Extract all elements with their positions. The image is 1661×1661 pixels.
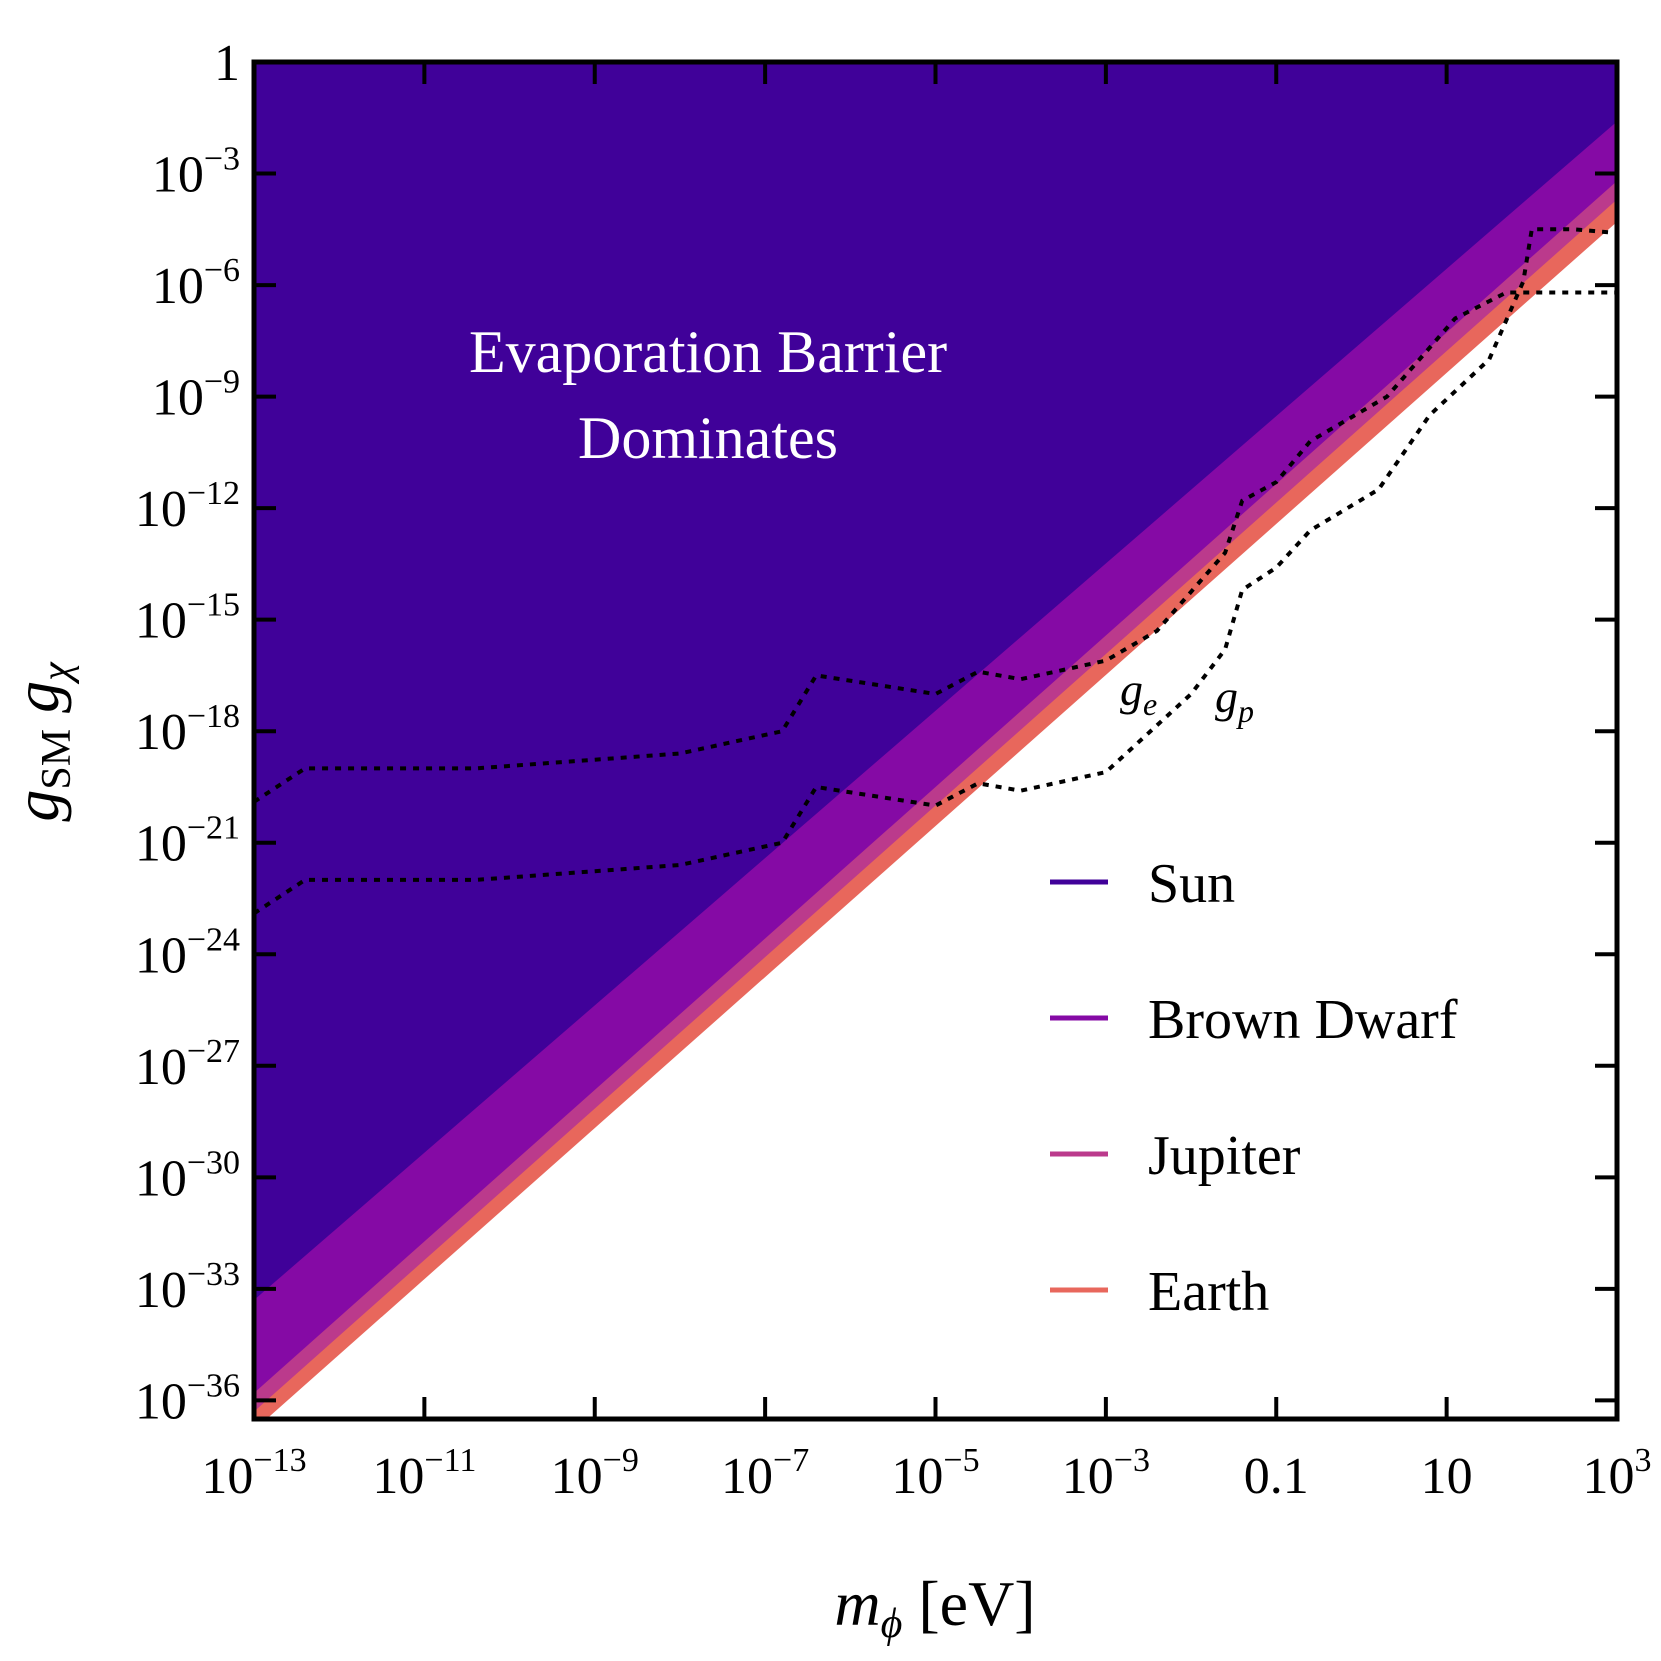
bands-layer bbox=[254, 62, 1617, 1419]
legend-label: Earth bbox=[1148, 1261, 1269, 1323]
curve-label-g-p: gp bbox=[1215, 671, 1254, 729]
y-tick-label: 10−3 bbox=[152, 141, 240, 204]
curve-g-p bbox=[254, 227, 1617, 916]
y-tick-label: 1 bbox=[214, 35, 240, 92]
legend-label: Sun bbox=[1148, 853, 1235, 915]
x-tick-label: 10−9 bbox=[551, 1442, 639, 1505]
curve-g-e bbox=[254, 290, 1617, 804]
curve-labels: ge gp bbox=[1120, 664, 1254, 729]
legend-label: Jupiter bbox=[1148, 1125, 1301, 1187]
y-axis-title: gSM gχ bbox=[1, 661, 80, 822]
y-tick-label: 10−21 bbox=[135, 810, 240, 873]
y-tick-label: 10−36 bbox=[135, 1367, 240, 1430]
x-tick-label: 103 bbox=[1583, 1442, 1652, 1505]
x-axis-title: mϕ [eV] bbox=[834, 1568, 1035, 1647]
y-tick-label: 10−30 bbox=[135, 1144, 240, 1207]
x-tick-label: 10−3 bbox=[1062, 1442, 1150, 1505]
x-tick-label: 10−7 bbox=[721, 1442, 809, 1505]
y-tick-label: 10−18 bbox=[135, 698, 240, 761]
band-sun bbox=[254, 62, 1617, 1301]
y-tick-label: 10−33 bbox=[135, 1256, 240, 1319]
y-tick-label: 10−9 bbox=[152, 364, 240, 427]
y-tick-label: 10−12 bbox=[135, 475, 240, 538]
x-tick-label: 10−5 bbox=[891, 1442, 979, 1505]
y-tick-label: 10−6 bbox=[152, 252, 240, 315]
x-tick-label: 10−13 bbox=[201, 1442, 306, 1505]
ticks-layer: 10−13 10−11 10−9 10−7 10−5 10−3 0.1 10 103 1 10−3 1… bbox=[135, 35, 1652, 1505]
curve-label-g-e: ge bbox=[1120, 664, 1157, 722]
legend: Sun Brown Dwarf Jupiter Earth bbox=[1050, 853, 1458, 1323]
annotation-line: Dominates bbox=[578, 405, 838, 471]
y-tick-label: 10−15 bbox=[135, 587, 240, 650]
curves-layer bbox=[254, 227, 1617, 916]
y-tick-label: 10−24 bbox=[135, 921, 240, 984]
y-axis-label: gSM gχ bbox=[1, 661, 80, 822]
x-tick-label: 10−11 bbox=[372, 1442, 476, 1505]
x-tick-label: 0.1 bbox=[1244, 1448, 1309, 1505]
x-tick-label: 10 bbox=[1421, 1448, 1473, 1505]
legend-label: Brown Dwarf bbox=[1148, 989, 1458, 1051]
annotation-line: Evaporation Barrier bbox=[469, 319, 947, 385]
annotation: Evaporation Barrier Dominates bbox=[469, 319, 947, 471]
y-tick-label: 10−27 bbox=[135, 1033, 240, 1096]
x-axis-label: mϕ [eV] bbox=[834, 1568, 1035, 1647]
